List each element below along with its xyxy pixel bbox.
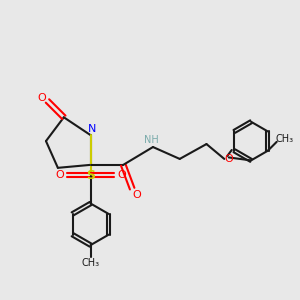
Text: S: S <box>86 169 95 182</box>
Text: O: O <box>55 170 64 180</box>
Text: NH: NH <box>144 135 159 145</box>
Text: N: N <box>88 124 96 134</box>
Text: CH₃: CH₃ <box>275 134 293 144</box>
Text: O: O <box>37 93 46 103</box>
Text: O: O <box>117 170 126 180</box>
Text: O: O <box>132 190 141 200</box>
Text: O: O <box>224 154 233 164</box>
Text: CH₃: CH₃ <box>82 258 100 268</box>
